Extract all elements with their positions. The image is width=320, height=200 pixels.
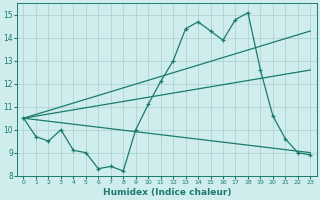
X-axis label: Humidex (Indice chaleur): Humidex (Indice chaleur) <box>103 188 231 197</box>
